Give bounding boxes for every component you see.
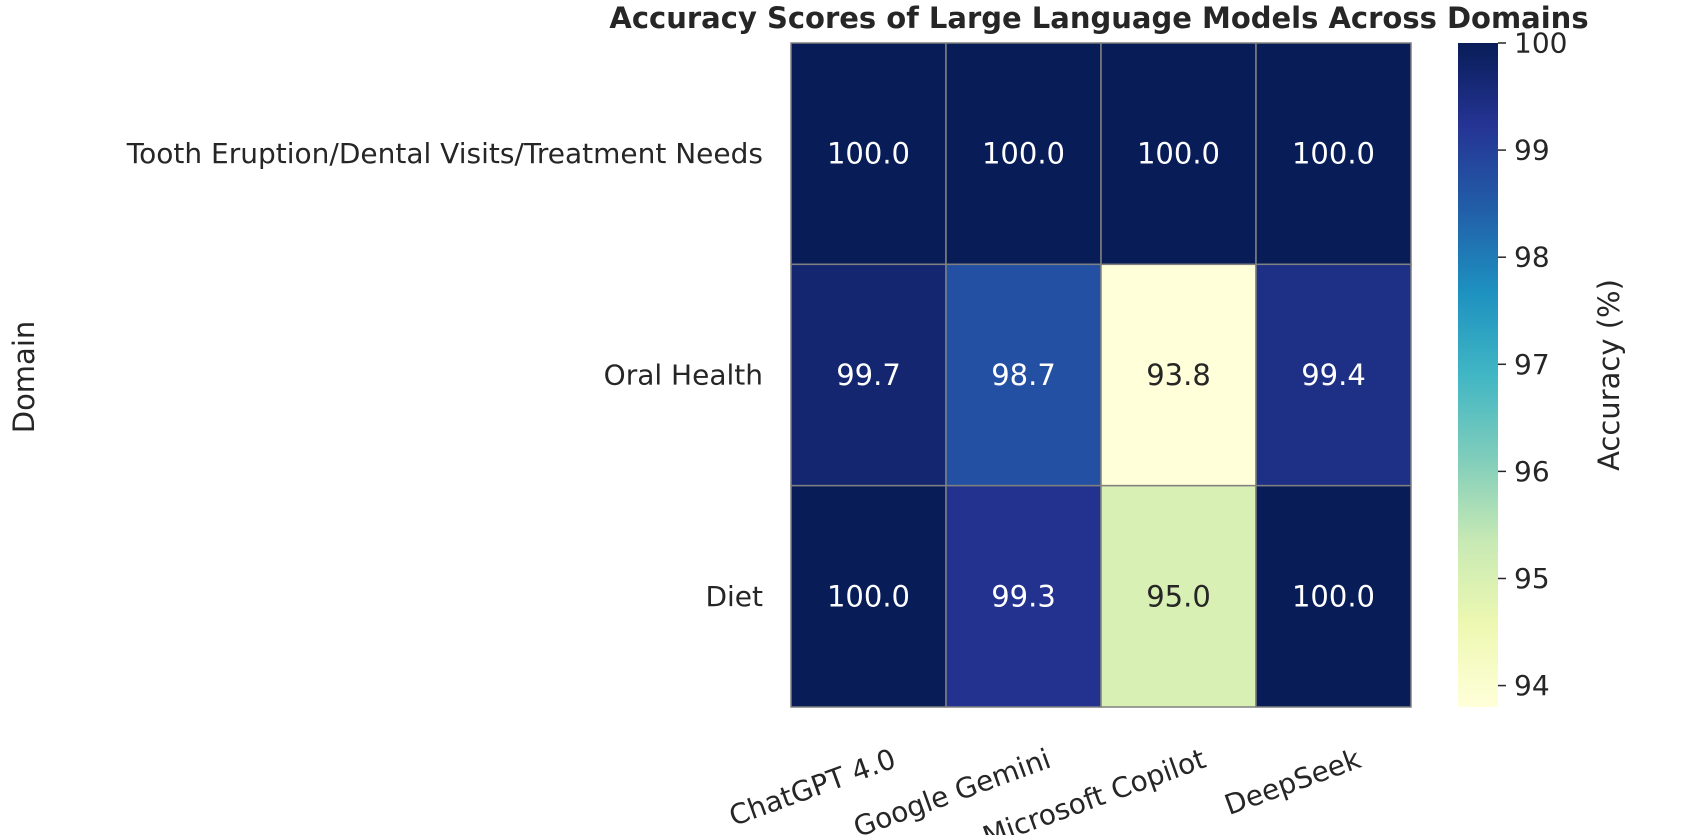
heatmap-cell bbox=[1255, 484, 1412, 708]
cell-value-label: 95.0 bbox=[1146, 579, 1211, 613]
colorbar-tick-label: 94 bbox=[1514, 669, 1550, 702]
x-tick-label: DeepSeek bbox=[1220, 742, 1366, 822]
cell-value-label: 100.0 bbox=[1137, 137, 1220, 171]
colorbar-label: Accuracy (%) bbox=[1592, 279, 1626, 471]
heatmap-cell bbox=[1255, 263, 1412, 487]
heatmap-cell bbox=[945, 42, 1102, 266]
heatmap-cell bbox=[790, 263, 947, 487]
colorbar-ticks: 94 95 96 97 98 99 100 bbox=[1498, 27, 1567, 702]
colorbar-tick-label: 100 bbox=[1514, 27, 1567, 60]
chart-title: Accuracy Scores of Large Language Models… bbox=[609, 1, 1588, 35]
heatmap-cell bbox=[1100, 42, 1257, 266]
colorbar-tick-label: 98 bbox=[1514, 241, 1550, 274]
colorbar-tick-label: 95 bbox=[1514, 562, 1550, 595]
heatmap-cells bbox=[790, 42, 1412, 708]
y-tick-labels: Tooth Eruption/Dental Visits/Treatment N… bbox=[126, 137, 763, 613]
colorbar-tick-label: 97 bbox=[1514, 348, 1550, 381]
cell-value-label: 93.8 bbox=[1146, 358, 1211, 392]
cell-value-label: 100.0 bbox=[827, 137, 910, 171]
y-tick-label: Diet bbox=[705, 580, 763, 613]
heatmap-cell bbox=[790, 42, 947, 266]
y-tick-label: Oral Health bbox=[604, 359, 763, 392]
y-axis-label: Domain bbox=[7, 321, 41, 434]
colorbar bbox=[1458, 43, 1498, 707]
cell-value-label: 99.7 bbox=[836, 358, 901, 392]
cell-value-label: 99.4 bbox=[1301, 358, 1366, 392]
colorbar-tick-label: 96 bbox=[1514, 455, 1550, 488]
cell-value-label: 99.3 bbox=[991, 579, 1056, 613]
cell-value-label: 100.0 bbox=[982, 137, 1065, 171]
heatmap-cell bbox=[1255, 42, 1412, 266]
heatmap-cell bbox=[945, 263, 1102, 487]
heatmap-cell bbox=[945, 484, 1102, 708]
colorbar-tick-label: 99 bbox=[1514, 134, 1550, 167]
cell-value-label: 100.0 bbox=[827, 579, 910, 613]
cell-value-label: 100.0 bbox=[1292, 579, 1375, 613]
cell-value-label: 100.0 bbox=[1292, 137, 1375, 171]
y-tick-label: Tooth Eruption/Dental Visits/Treatment N… bbox=[126, 137, 763, 170]
cell-value-labels: 100.0 100.0 100.0 100.0 99.7 98.7 93.8 99.4 100.… bbox=[827, 137, 1375, 614]
cell-value-label: 98.7 bbox=[991, 358, 1056, 392]
heatmap-cell bbox=[790, 484, 947, 708]
